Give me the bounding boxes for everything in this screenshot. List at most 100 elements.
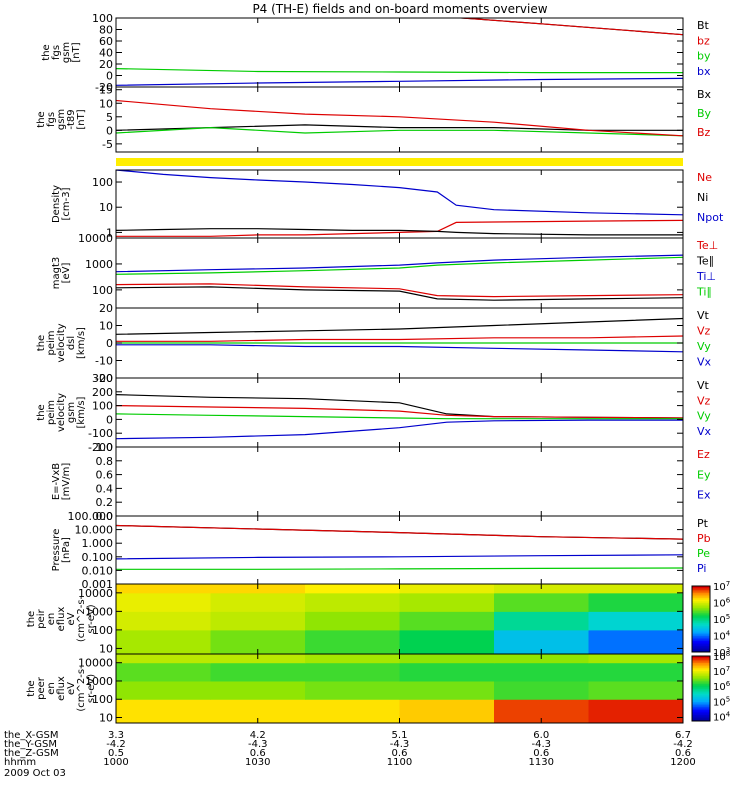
y-axis-label: sr-eV) xyxy=(86,604,97,633)
series-peim-velocity-gsm-3 xyxy=(116,419,683,440)
y-axis-label: velocity xyxy=(56,393,67,432)
colorbar-segment xyxy=(692,716,710,719)
colorbar-segment xyxy=(692,688,710,691)
colorbar-segment xyxy=(692,691,710,694)
ephemeris-value: -4.3 xyxy=(248,739,268,750)
series-temperature-3 xyxy=(116,256,683,275)
y-tick-label: 5 xyxy=(106,111,113,124)
colorbar-segment xyxy=(692,693,710,696)
y-axis-label: eV xyxy=(66,682,77,695)
colorbar-segment xyxy=(692,590,710,594)
y-tick-label: 0.4 xyxy=(96,482,114,495)
panel-peer-eflux: 108 107 106 105 104 10000 1000 100 10 the peer en ef… xyxy=(26,650,731,725)
legend-label: Pi xyxy=(697,562,706,575)
y-axis-label: [mV/m] xyxy=(61,463,72,501)
legend-label: By xyxy=(697,107,712,120)
heatmap-cell xyxy=(588,662,684,682)
y-tick-label: 100 xyxy=(92,284,113,297)
colorbar-tick-exponent: 7 xyxy=(726,665,730,673)
heatmap-cell xyxy=(305,699,400,724)
heatmap-cell xyxy=(588,680,684,700)
ephemeris-value: 1000 xyxy=(103,757,128,768)
y-tick-label: 0.010 xyxy=(82,564,114,577)
colorbar-segment xyxy=(692,664,710,667)
y-axis-label: Pressure xyxy=(51,529,62,572)
y-tick-label: 10 xyxy=(99,642,113,655)
colorbar-segment xyxy=(692,619,710,622)
y-axis-label: the xyxy=(26,680,37,696)
heatmap-cell xyxy=(305,629,400,655)
series-temperature-2 xyxy=(116,254,683,273)
series-temperature-0 xyxy=(116,283,683,298)
y-axis-label: gsm xyxy=(61,42,72,63)
series-peim-velocity-dsl-1 xyxy=(116,335,683,342)
colorbar-segment xyxy=(692,695,710,698)
ephemeris-label: the_X-GSM xyxy=(4,730,58,741)
y-tick-label: 10000 xyxy=(78,232,113,245)
legend-label: Vy xyxy=(697,340,711,353)
series-peim-velocity-gsm-2 xyxy=(116,413,683,420)
colorbar-tick-exponent: 6 xyxy=(726,680,731,688)
colorbar-tick-label: 107 xyxy=(713,580,730,593)
panel-frame xyxy=(115,515,684,585)
colorbar-segment xyxy=(692,615,710,618)
legend-label: Ex xyxy=(697,489,711,502)
legend-label: Ne xyxy=(697,171,712,184)
y-axis-label: dsl xyxy=(66,336,77,350)
colorbar-segment xyxy=(692,686,710,689)
y-axis-label: [nT] xyxy=(71,42,82,62)
colorbar-tick-label: 106 xyxy=(713,680,731,693)
colorbar-segment xyxy=(692,690,710,693)
ephemeris-value: -4.3 xyxy=(531,739,551,750)
colorbar-tick-exponent: 6 xyxy=(726,597,731,605)
y-tick-label: 1000 xyxy=(85,258,113,271)
ephemeris-value: 3.3 xyxy=(108,730,124,741)
y-tick-label: 10 xyxy=(99,97,113,110)
colorbar-segment xyxy=(692,682,710,685)
heatmap-cell xyxy=(588,611,684,631)
legend-label: Te⊥ xyxy=(696,239,718,252)
y-axis-label: fgs xyxy=(46,112,57,127)
series-peim-velocity-gsm-1 xyxy=(116,405,683,419)
colorbar-segment xyxy=(692,638,710,641)
ephemeris-value: 6.7 xyxy=(675,730,691,741)
legend-label: Bz xyxy=(697,126,711,139)
ephemeris-value: 0.6 xyxy=(533,748,549,759)
heatmap-cell xyxy=(494,662,589,682)
colorbar-tick-label: 106 xyxy=(713,597,731,610)
heatmap-cell xyxy=(494,592,589,612)
y-tick-label: 0.2 xyxy=(96,496,114,509)
y-tick-label: 100 xyxy=(92,176,113,189)
colorbar-tick-exponent: 7 xyxy=(726,580,730,588)
colorbar-segment xyxy=(692,595,710,599)
panel-frame xyxy=(115,377,684,448)
legend-label: bx xyxy=(697,65,711,78)
y-tick-label: -10 xyxy=(95,355,113,368)
y-tick-label: 0.100 xyxy=(82,551,114,564)
heatmap-cell xyxy=(399,629,495,655)
series-pressure-1 xyxy=(116,524,683,540)
colorbar-segment xyxy=(692,685,710,688)
colorbar-segment xyxy=(692,594,710,597)
colorbar-tick-exponent: 5 xyxy=(726,613,730,621)
legend-label: Vx xyxy=(697,356,712,369)
y-tick-label: 100.000 xyxy=(68,510,114,523)
heatmap-cell xyxy=(399,680,495,700)
y-tick-label: 60 xyxy=(99,35,113,48)
colorbar-segment xyxy=(692,657,710,660)
y-tick-label: 1000 xyxy=(85,675,113,688)
series-fgs-gsm-t89-1 xyxy=(116,126,683,137)
colorbar-segment xyxy=(692,643,710,646)
y-axis-label: -t89 xyxy=(66,109,77,129)
ephemeris-value: 0.6 xyxy=(250,748,266,759)
y-axis-label: gsm xyxy=(66,402,77,423)
heatmap-cell xyxy=(399,662,495,682)
colorbar-segment xyxy=(692,627,710,630)
heatmap-cell xyxy=(494,611,589,631)
heatmap-cell xyxy=(399,654,495,664)
colorbar-segment xyxy=(692,662,710,665)
ephemeris-value: 0.6 xyxy=(675,748,691,759)
